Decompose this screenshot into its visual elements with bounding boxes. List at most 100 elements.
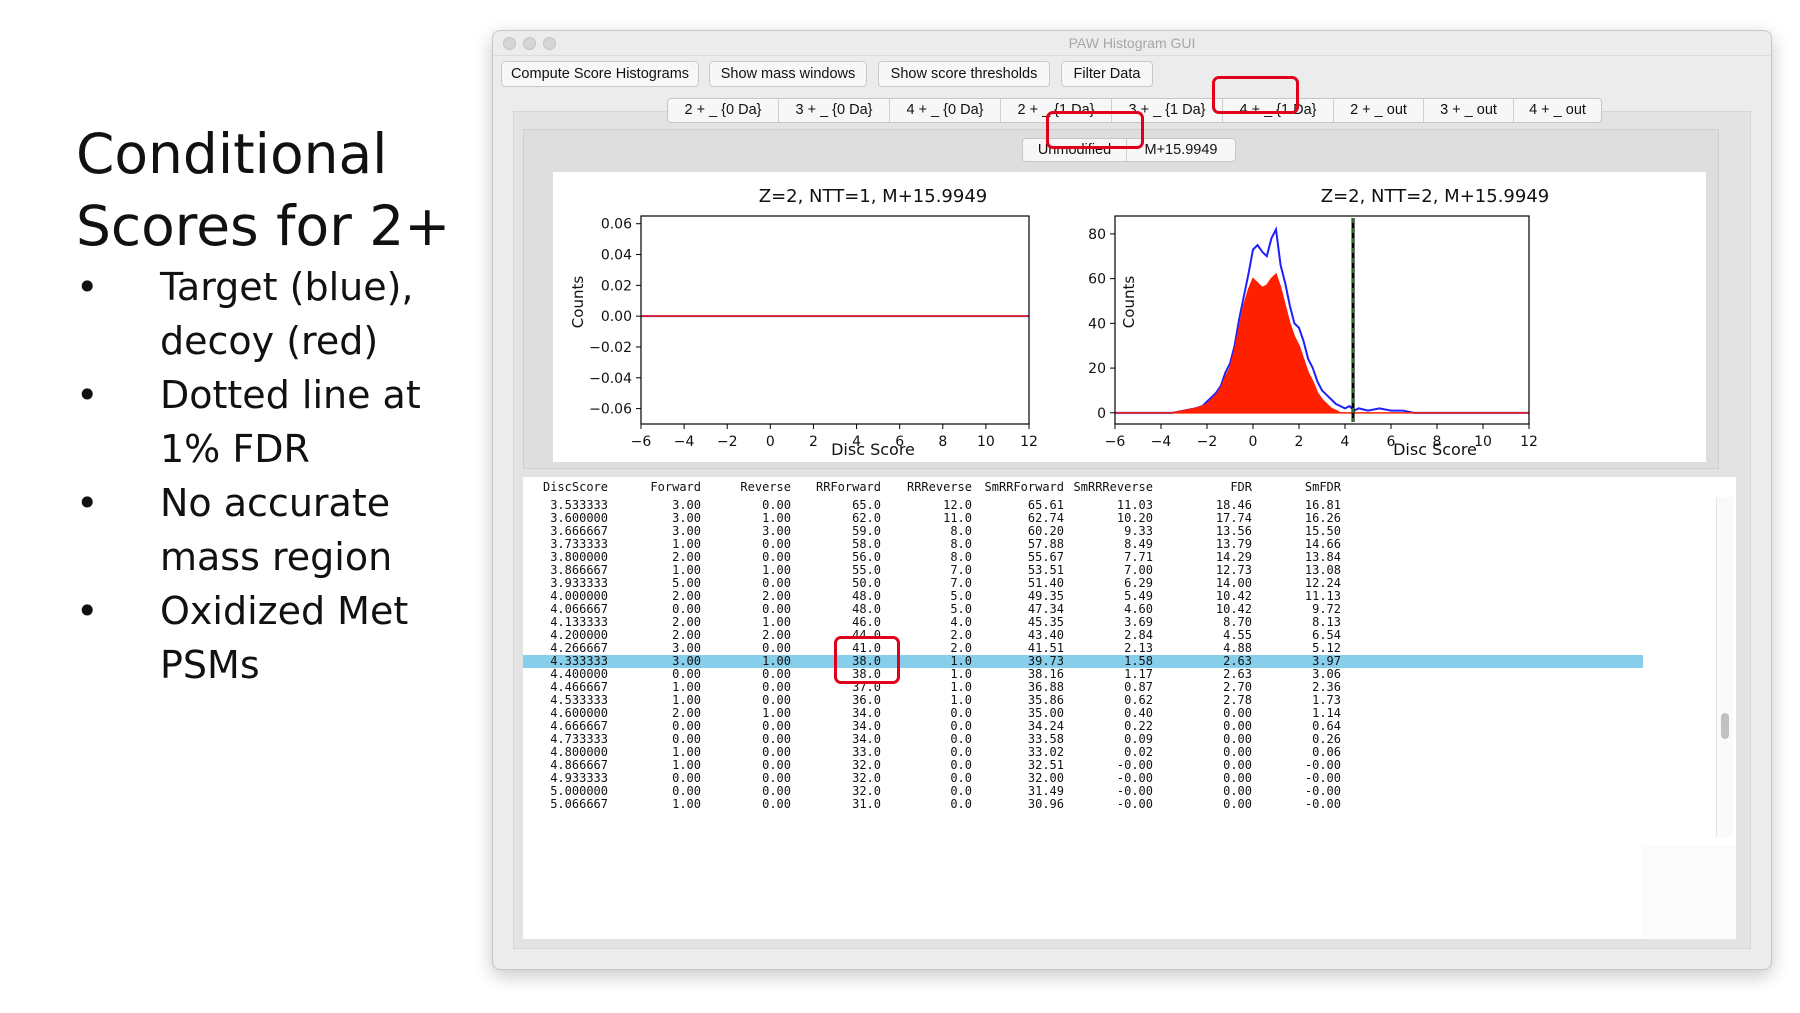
table-cell: 51.40 xyxy=(1027,576,1064,590)
table-cell: 0.00 xyxy=(762,550,791,564)
table-cell: 0.00 xyxy=(1223,784,1252,798)
filter-data-button[interactable]: Filter Data xyxy=(1061,61,1153,87)
table-cell: 14.66 xyxy=(1304,537,1341,551)
table-cell: 5.0 xyxy=(950,589,972,603)
table-cell: 2.36 xyxy=(1312,680,1341,694)
column-header[interactable]: RRReverse xyxy=(906,480,972,494)
table-row[interactable]: 5.000000 0.00 0.00 32.0 0.0 31.49 -0.00 0.00 -0.… xyxy=(523,785,1643,798)
table-row[interactable]: 4.800000 1.00 0.00 33.0 0.0 33.02 0.02 0.00 0.06 xyxy=(523,746,1643,759)
table-cell: 49.35 xyxy=(1027,589,1064,603)
table-row[interactable]: 3.933333 5.00 0.00 50.0 7.0 51.40 6.29 14.00 12.… xyxy=(523,577,1643,590)
compute-score-histograms-button[interactable]: Compute Score Histograms xyxy=(501,61,699,87)
table-scrollbar[interactable] xyxy=(1716,497,1733,837)
table-row[interactable]: 3.733333 1.00 0.00 58.0 8.0 57.88 8.49 13.79 14.… xyxy=(523,538,1643,551)
table-row[interactable]: 3.866667 1.00 1.00 55.0 7.0 53.51 7.00 12.73 13.… xyxy=(523,564,1643,577)
tab-4plus-0da[interactable]: 4 + _ {0 Da} xyxy=(890,99,1001,122)
table-cell: 45.35 xyxy=(1027,615,1064,629)
table-row[interactable]: 3.666667 3.00 3.00 59.0 8.0 60.20 9.33 13.56 15.… xyxy=(523,525,1643,538)
tab-4plus-out[interactable]: 4 + _ out xyxy=(1529,102,1586,118)
tab-3plus-0da[interactable]: 3 + _ {0 Da} xyxy=(779,99,890,122)
zoom-window-button[interactable] xyxy=(543,37,556,50)
table-row[interactable]: 3.600000 3.00 1.00 62.0 11.0 62.74 10.20 17.74 1… xyxy=(523,512,1643,525)
table-cell: 41.51 xyxy=(1027,641,1064,655)
x-axis-label: Disc Score xyxy=(1393,440,1477,459)
tab-2plus-1da[interactable]: 2 + _ {1 Da} xyxy=(1001,99,1112,122)
table-cell: 12.24 xyxy=(1304,576,1341,590)
tab-m-plus-15-9949[interactable]: M+15.9949 xyxy=(1144,142,1218,158)
bullet-item: • No accurate mass region xyxy=(76,476,476,584)
histogram-plots: Z=2, NTT=1, M+15.9949 Disc Score Counts … xyxy=(553,172,1706,462)
table-cell: 0.00 xyxy=(672,732,701,746)
plot-frame xyxy=(640,215,1030,425)
table-cell: 3.06 xyxy=(1312,667,1341,681)
table-row[interactable]: 3.800000 2.00 0.00 56.0 8.0 55.67 7.71 14.29 13.… xyxy=(523,551,1643,564)
table-cell: 2.00 xyxy=(762,628,791,642)
column-header[interactable]: FDR xyxy=(1230,480,1252,494)
show-score-thresholds-button[interactable]: Show score thresholds xyxy=(878,61,1050,87)
column-header[interactable]: Forward xyxy=(650,480,701,494)
column-header[interactable]: DiscScore xyxy=(542,480,608,494)
table-cell: 34.0 xyxy=(852,719,881,733)
column-header[interactable]: Reverse xyxy=(740,480,791,494)
table-cell: 2.00 xyxy=(672,589,701,603)
y-tick-label: −0.04 xyxy=(589,371,632,387)
x-tick-label: 2 xyxy=(809,434,818,450)
table-cell: 4.333333 xyxy=(550,654,608,668)
table-cell: 0.00 xyxy=(762,784,791,798)
table-row-selected[interactable]: 4.333333 3.00 1.00 38.0 1.0 39.73 1.58 2.63 3.97 xyxy=(523,655,1643,668)
table-row[interactable]: 4.600000 2.00 1.00 34.0 0.0 35.00 0.40 0.00 1.14 xyxy=(523,707,1643,720)
table-cell: 39.73 xyxy=(1027,654,1064,668)
y-tick-label: 20 xyxy=(1088,361,1106,377)
table-cell: 47.34 xyxy=(1027,602,1064,616)
table-cell: 58.0 xyxy=(852,537,881,551)
histogram-ntt1: Z=2, NTT=1, M+15.9949 Disc Score Counts … xyxy=(569,186,1038,459)
table-cell: 5.49 xyxy=(1124,589,1153,603)
table-cell: 35.86 xyxy=(1027,693,1064,707)
column-header[interactable]: RRForward xyxy=(815,480,881,494)
table-cell: 3.97 xyxy=(1312,654,1341,668)
table-row[interactable]: 3.533333 3.00 0.00 65.0 12.0 65.61 11.03 18.46 1… xyxy=(523,499,1643,512)
table-cell: 3.666667 xyxy=(550,524,608,538)
table-cell: 1.00 xyxy=(672,680,701,694)
minimize-window-button[interactable] xyxy=(523,37,536,50)
target-series-line xyxy=(1115,226,1529,414)
table-cell: 2.63 xyxy=(1223,654,1252,668)
scrollbar-thumb[interactable] xyxy=(1721,713,1729,739)
histogram-ntt2: Z=2, NTT=2, M+15.9949 Disc Score Counts … xyxy=(1088,186,1549,459)
table-cell: 2.63 xyxy=(1223,667,1252,681)
table-row[interactable]: 4.866667 1.00 0.00 32.0 0.0 32.51 -0.00 0.00 -0.… xyxy=(523,759,1643,772)
tab-2plus-out[interactable]: 2 + _ out xyxy=(1334,99,1424,122)
tab-2plus-0da[interactable]: 2 + _ {0 Da} xyxy=(668,99,779,122)
table-cell: 4.533333 xyxy=(550,693,608,707)
column-header[interactable]: SmRRForward xyxy=(984,480,1064,494)
table-cell: 7.00 xyxy=(1124,563,1153,577)
table-cell: 33.0 xyxy=(852,745,881,759)
tab-3plus-1da[interactable]: 3 + _ {1 Da} xyxy=(1112,99,1223,122)
table-cell: 4.400000 xyxy=(550,667,608,681)
table-cell: 3.733333 xyxy=(550,537,608,551)
tab-3plus-out[interactable]: 3 + _ out xyxy=(1424,99,1514,122)
table-row[interactable]: 5.066667 1.00 0.00 31.0 0.0 30.96 -0.00 0.00 -0.… xyxy=(523,798,1643,811)
table-row[interactable]: 4.133333 2.00 1.00 46.0 4.0 45.35 3.69 8.70 8.13 xyxy=(523,616,1643,629)
table-cell: 3.933333 xyxy=(550,576,608,590)
table-row[interactable]: 4.733333 0.00 0.00 34.0 0.0 33.58 0.09 0.00 0.26 xyxy=(523,733,1643,746)
table-row[interactable]: 4.666667 0.00 0.00 34.0 0.0 34.24 0.22 0.00 0.64 xyxy=(523,720,1643,733)
table-cell: 4.866667 xyxy=(550,758,608,772)
table-row[interactable]: 4.000000 2.00 2.00 48.0 5.0 49.35 5.49 10.42 11.… xyxy=(523,590,1643,603)
column-header[interactable]: SmFDR xyxy=(1304,480,1341,494)
table-row[interactable]: 4.200000 2.00 2.00 44.0 2.0 43.40 2.84 4.55 6.54 xyxy=(523,629,1643,642)
table-cell: 0.00 xyxy=(1223,706,1252,720)
table-row[interactable]: 4.400000 0.00 0.00 38.0 1.0 38.16 1.17 2.63 3.06 xyxy=(523,668,1643,681)
table-row[interactable]: 4.533333 1.00 0.00 36.0 1.0 35.86 0.62 2.78 1.73 xyxy=(523,694,1643,707)
close-window-button[interactable] xyxy=(503,37,516,50)
table-cell: 7.71 xyxy=(1124,550,1153,564)
bullet-line: decoy (red) xyxy=(160,319,379,363)
show-mass-windows-button[interactable]: Show mass windows xyxy=(709,61,867,87)
x-tick-label: −6 xyxy=(1105,434,1126,450)
table-row[interactable]: 4.933333 0.00 0.00 32.0 0.0 32.00 -0.00 0.00 -0.… xyxy=(523,772,1643,785)
x-tick-label: −4 xyxy=(1151,434,1172,450)
table-row[interactable]: 4.066667 0.00 0.00 48.0 5.0 47.34 4.60 10.42 9.7… xyxy=(523,603,1643,616)
column-header[interactable]: SmRRReverse xyxy=(1073,480,1153,494)
table-row[interactable]: 4.266667 3.00 0.00 41.0 2.0 41.51 2.13 4.88 5.12 xyxy=(523,642,1643,655)
table-cell: -0.00 xyxy=(1116,797,1153,811)
